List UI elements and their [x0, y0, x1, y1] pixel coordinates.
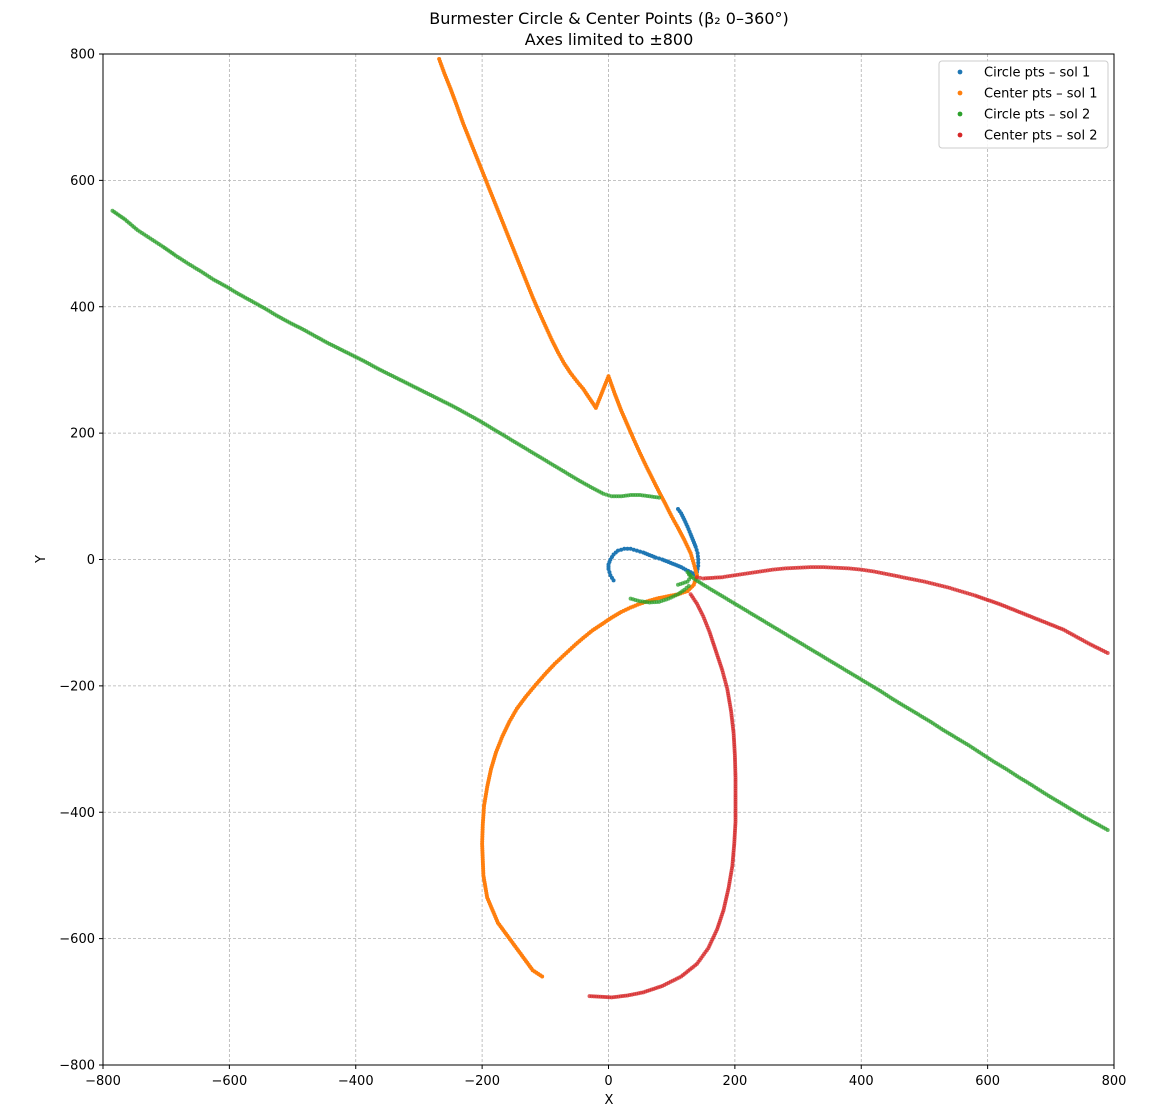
x-tick-label: 400 — [849, 1074, 874, 1089]
data-point — [615, 548, 620, 553]
y-tick-label: −600 — [59, 932, 95, 947]
data-point — [694, 548, 699, 553]
legend: Circle pts – sol 1 Center pts – sol 1 Circ… — [938, 60, 1109, 149]
series-2 — [437, 57, 699, 979]
data-point — [657, 556, 662, 561]
legend-entry: Center pts – sol 1 — [984, 87, 1098, 102]
chart-title: Burmester Circle & Center Points (β₂ 0–3… — [429, 9, 789, 28]
series-1 — [606, 506, 701, 583]
legend-entry: Circle pts – sol 1 — [984, 66, 1090, 81]
data-point — [695, 551, 700, 556]
legend-marker — [957, 132, 963, 138]
data-point — [628, 546, 633, 551]
y-tick-label: −200 — [59, 679, 95, 694]
y-tick-label: 600 — [70, 174, 95, 189]
chart-subtitle: Axes limited to ±800 — [525, 30, 694, 49]
y-tick-label: 400 — [70, 300, 95, 315]
data-point — [619, 547, 624, 552]
x-tick-label: 800 — [1102, 1074, 1127, 1089]
legend-marker — [957, 111, 963, 117]
data-point — [638, 549, 643, 554]
data-point — [622, 546, 627, 551]
data-point — [696, 560, 701, 565]
series-4 — [587, 565, 1110, 1000]
x-tick-label: −400 — [338, 1074, 374, 1089]
legend-marker — [957, 90, 963, 96]
data-point — [676, 506, 681, 511]
data-point — [608, 573, 613, 578]
data-point — [696, 557, 701, 562]
x-axis-label: X — [605, 1093, 614, 1108]
axis-ticks: −800 −600 −400 −200 0 200 400 600 800 −800 −600 −40… — [59, 48, 1126, 1090]
x-tick-label: −200 — [464, 1074, 500, 1089]
data-point — [540, 974, 545, 979]
series-3 — [110, 208, 1110, 832]
x-tick-label: 600 — [975, 1074, 1000, 1089]
x-tick-label: −800 — [85, 1074, 121, 1089]
data-points — [110, 57, 1110, 1000]
data-point — [696, 563, 701, 568]
legend-box — [938, 60, 1109, 149]
data-point — [1105, 651, 1110, 656]
data-point — [625, 546, 630, 551]
legend-entry: Center pts – sol 2 — [984, 129, 1098, 144]
y-tick-label: 0 — [87, 553, 95, 568]
y-tick-label: −800 — [59, 1059, 95, 1074]
data-point — [695, 554, 700, 559]
y-tick-label: 200 — [70, 427, 95, 442]
y-axis-label: Y — [34, 555, 49, 564]
data-point — [694, 575, 699, 580]
data-point — [587, 994, 592, 999]
data-point — [634, 548, 639, 553]
x-tick-label: 200 — [722, 1074, 747, 1089]
data-point — [631, 547, 636, 552]
data-point — [1105, 827, 1110, 832]
y-tick-label: 800 — [70, 48, 95, 63]
y-tick-label: −400 — [59, 806, 95, 821]
data-point — [686, 584, 691, 589]
x-tick-label: 0 — [604, 1074, 612, 1089]
data-point — [657, 495, 662, 500]
legend-marker — [957, 69, 963, 75]
data-point — [698, 575, 703, 580]
data-point — [607, 570, 612, 575]
legend-entry: Circle pts – sol 2 — [984, 108, 1090, 123]
x-tick-label: −600 — [212, 1074, 248, 1089]
data-point — [653, 555, 658, 560]
